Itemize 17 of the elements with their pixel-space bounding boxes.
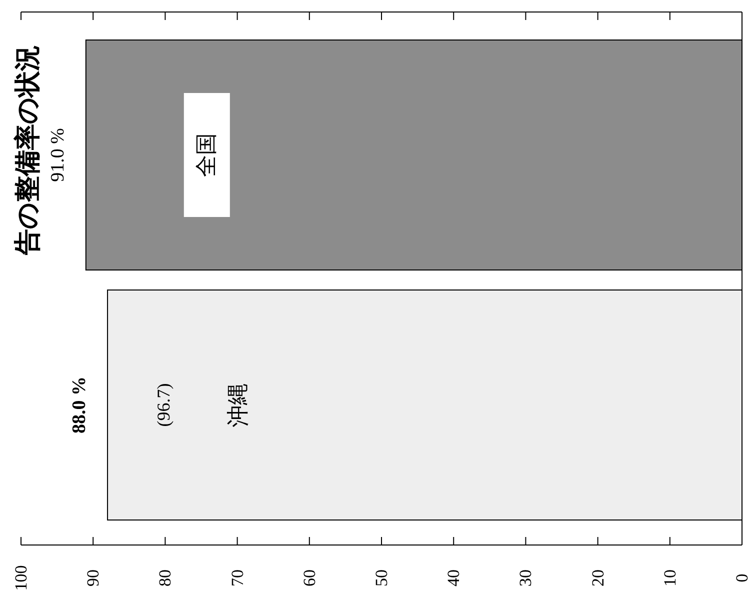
x-tick-label: 40 [444,570,464,586]
annotation: (96.7) [154,383,174,427]
x-tick-label: 10 [660,570,680,586]
x-tick-label: 0 [732,574,752,582]
x-tick-label: 90 [84,570,103,586]
data-label: 88.0 % [69,376,90,434]
x-tick-label: 30 [516,570,536,586]
y-tick-label: 沖縄 [225,383,250,427]
text: 告の整備率の状況 [13,45,43,256]
x-tick-label: 50 [372,570,391,586]
x-tick-label: 20 [588,570,608,586]
x-tick-label: 70 [228,570,247,586]
data-label: 91.0 % [47,128,68,182]
y-tick-label: 全国 [193,133,218,177]
x-tick-label: 100 [12,565,30,591]
x-tick-label: 60 [300,570,319,586]
x-tick-label: 80 [156,570,175,586]
